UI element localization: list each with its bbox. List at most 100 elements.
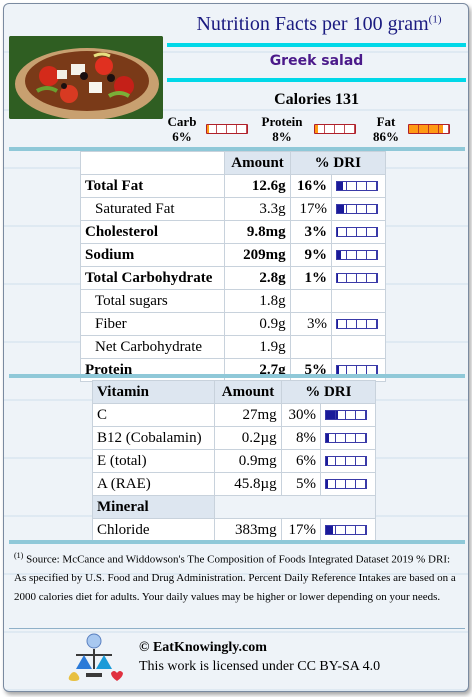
nutrient-dri (289, 335, 332, 359)
dri-bar-empty (330, 335, 387, 359)
dri-bar-empty (330, 289, 387, 313)
mineral-dri: 17% (280, 518, 322, 542)
nutrient-name: Sodium (79, 243, 226, 267)
table-row: Total Fat 12.6g 16% (79, 174, 387, 198)
nutrient-dri: 16% (289, 174, 332, 198)
vitamin-name: A (RAE) (91, 472, 216, 496)
nutrient-table: Amount % DRI Total Fat 12.6g 16% Saturat… (79, 151, 387, 382)
title-note: (1) (428, 13, 442, 26)
title-underline (167, 43, 466, 47)
macro-carb: Carb 6% (164, 114, 200, 144)
site-credit: © EatKnowingly.com (139, 640, 267, 655)
macro-protein-pct: 8% (272, 129, 292, 144)
food-name: Greek salad (269, 53, 364, 69)
dri-bar (325, 479, 367, 490)
nutrient-amount: 1.9g (224, 335, 291, 359)
table-row: Protein 2.7g 5% (79, 358, 387, 382)
calories-label: Calories 131 (274, 91, 359, 108)
vitamin-table: Vitamin Amount % DRI C 27mg 30% B12 (Cob… (91, 380, 377, 542)
license-text: This work is licensed under CC BY-SA 4.0 (139, 659, 381, 674)
vitamin-amount: 27mg (214, 403, 282, 427)
macro-carb-bar (206, 124, 248, 134)
footer-divider (9, 628, 465, 629)
nutrient-amount: 2.8g (224, 266, 291, 290)
nutrient-name: Fiber (79, 312, 226, 336)
title-text: Nutrition Facts per 100 gram (196, 13, 429, 35)
vitamin-dri: 5% (280, 472, 322, 496)
nutrient-dri: 9% (289, 243, 332, 267)
nutrient-dri (289, 289, 332, 313)
vitamin-header-dri: % DRI (280, 380, 377, 404)
dri-bar (335, 319, 378, 330)
table-row: Chloride 383mg 17% (91, 518, 376, 542)
vitamin-name: B12 (Cobalamin) (91, 426, 216, 450)
page-title: Nutrition Facts per 100 gram(1) (172, 13, 466, 39)
macro-protein-bar (314, 124, 356, 134)
dri-bar (335, 204, 378, 215)
vitamin-amount: 0.2µg (214, 426, 282, 450)
vitamin-dri: 6% (280, 449, 322, 473)
nutrient-amount: 3.3g (224, 197, 291, 221)
nutrient-name: Total Carbohydrate (79, 266, 226, 290)
dri-bar (335, 181, 378, 192)
vitamin-header-amount: Amount (214, 380, 282, 404)
nutrient-dri: 17% (289, 197, 332, 221)
macro-fat-name: Fat (376, 114, 396, 129)
mineral-header: Mineral (91, 495, 216, 519)
vitamin-name: E (total) (91, 449, 216, 473)
nutrient-name: Cholesterol (79, 220, 226, 244)
dri-bar (335, 250, 378, 261)
macro-fat-pct: 86% (373, 129, 399, 144)
dri-bar (335, 273, 378, 284)
nutrient-amount: 209mg (224, 243, 291, 267)
nutrient-amount: 0.9g (224, 312, 291, 336)
dri-bar (325, 525, 367, 536)
dri-bar (325, 410, 367, 421)
table-row: Total Carbohydrate 2.8g 1% (79, 266, 387, 290)
nutrient-dri: 3% (289, 220, 332, 244)
vitamin-header-name: Vitamin (91, 380, 216, 404)
divider-bottom (9, 540, 465, 544)
nutrient-header-amount: Amount (224, 151, 291, 175)
table-row: Total sugars 1.8g (79, 289, 387, 313)
mineral-amount: 383mg (214, 518, 282, 542)
macro-fat: Fat 86% (366, 114, 406, 144)
divider-top (9, 147, 465, 151)
nutrition-card: Nutrition Facts per 100 gram(1) Greek sa… (3, 3, 469, 692)
vitamin-amount: 0.9mg (214, 449, 282, 473)
nutrient-amount: 1.8g (224, 289, 291, 313)
food-name-underline (167, 78, 466, 82)
macro-protein-name: Protein (261, 114, 303, 129)
nutrient-dri: 3% (289, 312, 332, 336)
nutrient-amount: 2.7g (224, 358, 291, 382)
nutrient-amount: 12.6g (224, 174, 291, 198)
table-row: A (RAE) 45.8µg 5% (91, 472, 376, 496)
nutrient-header-dri: % DRI (289, 151, 387, 175)
nutrient-dri: 5% (289, 358, 332, 382)
divider-middle (9, 374, 465, 378)
macro-carb-name: Carb (167, 114, 197, 129)
eatknowingly-logo (64, 631, 124, 681)
macro-fat-bar (408, 124, 450, 134)
vitamin-amount: 45.8µg (214, 472, 282, 496)
nutrient-name: Protein (79, 358, 226, 382)
dri-bar (335, 227, 378, 238)
nutrient-name: Saturated Fat (79, 197, 226, 221)
nutrient-amount: 9.8mg (224, 220, 291, 244)
vitamin-dri: 8% (280, 426, 322, 450)
dri-bar (325, 433, 367, 444)
nutrient-name: Total Fat (79, 174, 226, 198)
nutrient-dri: 1% (289, 266, 332, 290)
macro-carb-pct: 6% (172, 129, 192, 144)
table-row: Net Carbohydrate 1.9g (79, 335, 387, 359)
table-row: Cholesterol 9.8mg 3% (79, 220, 387, 244)
footnote: (1) Source: McCance and Widdowson's The … (14, 547, 460, 606)
dri-bar (325, 456, 367, 467)
nutrient-header-blank (79, 151, 226, 175)
macro-protein: Protein 8% (257, 114, 307, 144)
vitamin-dri: 30% (280, 403, 322, 427)
nutrient-name: Net Carbohydrate (79, 335, 226, 359)
table-row: E (total) 0.9mg 6% (91, 449, 376, 473)
vitamin-name: C (91, 403, 216, 427)
mineral-name: Chloride (91, 518, 216, 542)
